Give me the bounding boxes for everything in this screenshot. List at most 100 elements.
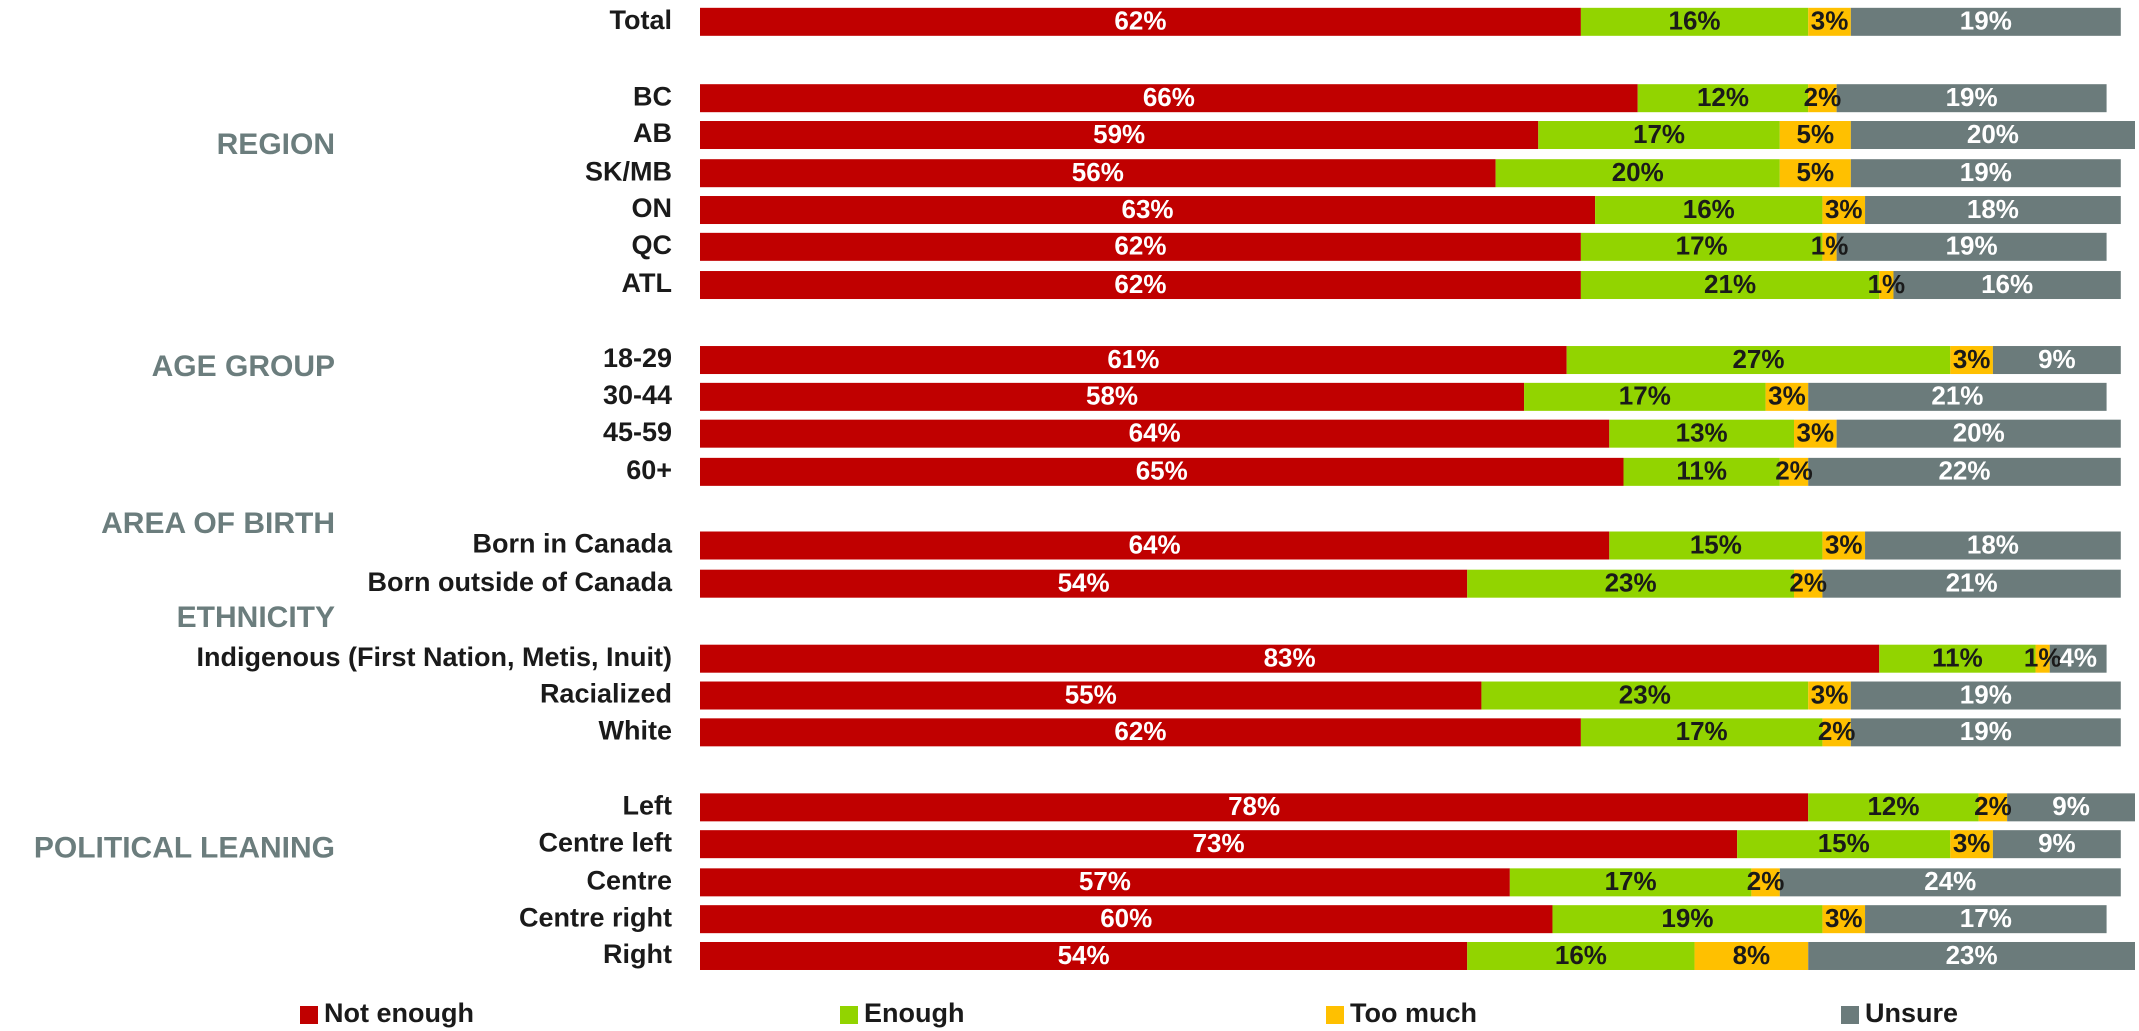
group-label: REGION [217, 128, 335, 161]
bar-segment [700, 569, 1468, 598]
value-label: 3% [1953, 828, 1991, 858]
value-label: 11% [1676, 456, 1727, 486]
category-label: Right [603, 939, 672, 969]
value-label: 22% [1938, 456, 1990, 486]
bar-segment [1808, 382, 2107, 411]
bar-segment [1893, 271, 2121, 300]
group-label: AREA OF BIRTH [101, 507, 335, 540]
value-label: 3% [1768, 381, 1806, 411]
value-label: 17% [1619, 381, 1671, 411]
bar-segment [1580, 718, 1823, 747]
value-label: 54% [1058, 940, 1110, 970]
bar-segment [1552, 905, 1823, 934]
value-label: 60% [1100, 903, 1152, 933]
bar-segment [700, 419, 1610, 448]
value-label: 3% [1797, 418, 1835, 448]
bar-segment [700, 271, 1581, 300]
bar-segment [1879, 644, 2036, 673]
bar-segment [1836, 84, 2107, 113]
value-label: 12% [1697, 82, 1749, 112]
bar-segment [1950, 346, 1993, 375]
value-label: 59% [1093, 119, 1145, 149]
bar-segment [1850, 159, 2121, 188]
bar-segment [700, 196, 1596, 225]
value-label: 83% [1264, 643, 1316, 673]
value-label: 21% [1931, 381, 1983, 411]
category-label: Born outside of Canada [367, 567, 672, 597]
value-label: 65% [1136, 456, 1188, 486]
value-label: 2% [1804, 82, 1842, 112]
value-label: 11% [1932, 643, 1983, 673]
bar-segment [700, 941, 1468, 970]
category-label: ATL [622, 268, 672, 298]
category-label: Left [623, 790, 673, 820]
category-label: Indigenous (First Nation, Metis, Inuit) [197, 642, 672, 672]
bar-segment [700, 718, 1581, 747]
bar-segment [700, 346, 1567, 375]
bar-segment [1637, 84, 1809, 113]
bar-segment [1850, 718, 2121, 747]
bar-segment [1822, 569, 2121, 598]
bar-segment [1495, 159, 1780, 188]
value-label: 62% [1114, 231, 1166, 261]
value-label: 23% [1605, 568, 1657, 598]
category-label: Racialized [540, 679, 672, 709]
value-label: 12% [1867, 791, 1919, 821]
bar-segment [1580, 7, 1809, 36]
value-label: 5% [1797, 157, 1835, 187]
bar-segment [1808, 941, 2135, 970]
bar-segment [700, 868, 1510, 897]
bar-segment [1794, 569, 1823, 598]
value-label: 13% [1676, 418, 1728, 448]
value-label: 5% [1797, 119, 1835, 149]
bar-segment [1865, 196, 2121, 225]
value-label: 64% [1129, 529, 1181, 559]
value-label: 23% [1946, 940, 1998, 970]
bar-segment [1779, 159, 1851, 188]
bar-segment [1850, 681, 2121, 710]
value-label: 55% [1065, 679, 1117, 709]
value-label: 3% [1825, 529, 1863, 559]
bar-segment [1623, 457, 1780, 486]
bar-segment [1737, 830, 1951, 859]
bar-segment [1822, 196, 1866, 225]
value-label: 21% [1704, 269, 1756, 299]
bar-segment [1822, 232, 1837, 261]
value-label: 73% [1193, 828, 1245, 858]
bar-segment [700, 681, 1482, 710]
legend-swatch [840, 1006, 858, 1024]
bar-segment [1978, 793, 2008, 822]
legend-swatch [1841, 1006, 1859, 1024]
category-label: Centre [586, 865, 672, 895]
group-label: AGE GROUP [152, 350, 335, 383]
bar-segment [1694, 941, 1809, 970]
bar-segment [1836, 419, 2121, 448]
bar-segment [700, 121, 1539, 150]
value-label: 16% [1683, 194, 1735, 224]
value-label: 3% [1811, 6, 1849, 36]
category-label: Born in Canada [472, 529, 673, 559]
category-label: 30-44 [603, 380, 672, 410]
legend-swatch [1326, 1006, 1344, 1024]
value-label: 56% [1072, 157, 1124, 187]
legend-label: Enough [864, 998, 964, 1028]
category-label: AB [633, 118, 672, 148]
bar-segment [1779, 457, 1809, 486]
value-label: 20% [1967, 119, 2019, 149]
value-label: 61% [1107, 344, 1159, 374]
value-label: 62% [1114, 269, 1166, 299]
bar-segment [700, 84, 1638, 113]
value-label: 9% [2052, 791, 2090, 821]
bar-segment [1808, 84, 1837, 113]
bar-segment [1794, 419, 1837, 448]
bar-segment [1580, 271, 1880, 300]
bar-segment [2035, 644, 2050, 673]
category-label: QC [632, 230, 673, 260]
bar-segment [1808, 457, 2121, 486]
value-label: 19% [1946, 82, 1998, 112]
bar-segment [1808, 681, 1851, 710]
legend-label: Unsure [1865, 998, 1958, 1028]
value-label: 19% [1946, 231, 1998, 261]
bar-segment [1524, 382, 1766, 411]
